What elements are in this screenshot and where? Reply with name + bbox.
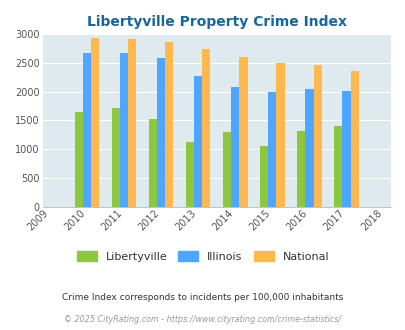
Bar bbox=[83, 53, 91, 207]
Bar bbox=[260, 146, 268, 207]
Legend: Libertyville, Illinois, National: Libertyville, Illinois, National bbox=[72, 247, 333, 267]
Bar bbox=[239, 57, 247, 207]
Bar bbox=[276, 63, 284, 207]
Bar bbox=[75, 112, 83, 207]
Bar bbox=[185, 142, 194, 207]
Text: © 2025 CityRating.com - https://www.cityrating.com/crime-statistics/: © 2025 CityRating.com - https://www.city… bbox=[64, 315, 341, 324]
Title: Libertyville Property Crime Index: Libertyville Property Crime Index bbox=[87, 15, 346, 29]
Bar bbox=[149, 119, 157, 207]
Bar bbox=[231, 86, 239, 207]
Bar bbox=[222, 132, 231, 207]
Bar bbox=[111, 108, 120, 207]
Bar bbox=[157, 58, 165, 207]
Bar bbox=[91, 38, 99, 207]
Bar bbox=[194, 76, 202, 207]
Bar bbox=[333, 126, 341, 207]
Bar bbox=[296, 131, 305, 207]
Bar bbox=[128, 40, 136, 207]
Text: Crime Index corresponds to incidents per 100,000 inhabitants: Crime Index corresponds to incidents per… bbox=[62, 293, 343, 302]
Bar bbox=[268, 92, 276, 207]
Bar bbox=[305, 89, 313, 207]
Bar bbox=[350, 71, 358, 207]
Bar bbox=[120, 53, 128, 207]
Bar bbox=[165, 42, 173, 207]
Bar bbox=[202, 49, 210, 207]
Bar bbox=[313, 65, 321, 207]
Bar bbox=[341, 91, 350, 207]
